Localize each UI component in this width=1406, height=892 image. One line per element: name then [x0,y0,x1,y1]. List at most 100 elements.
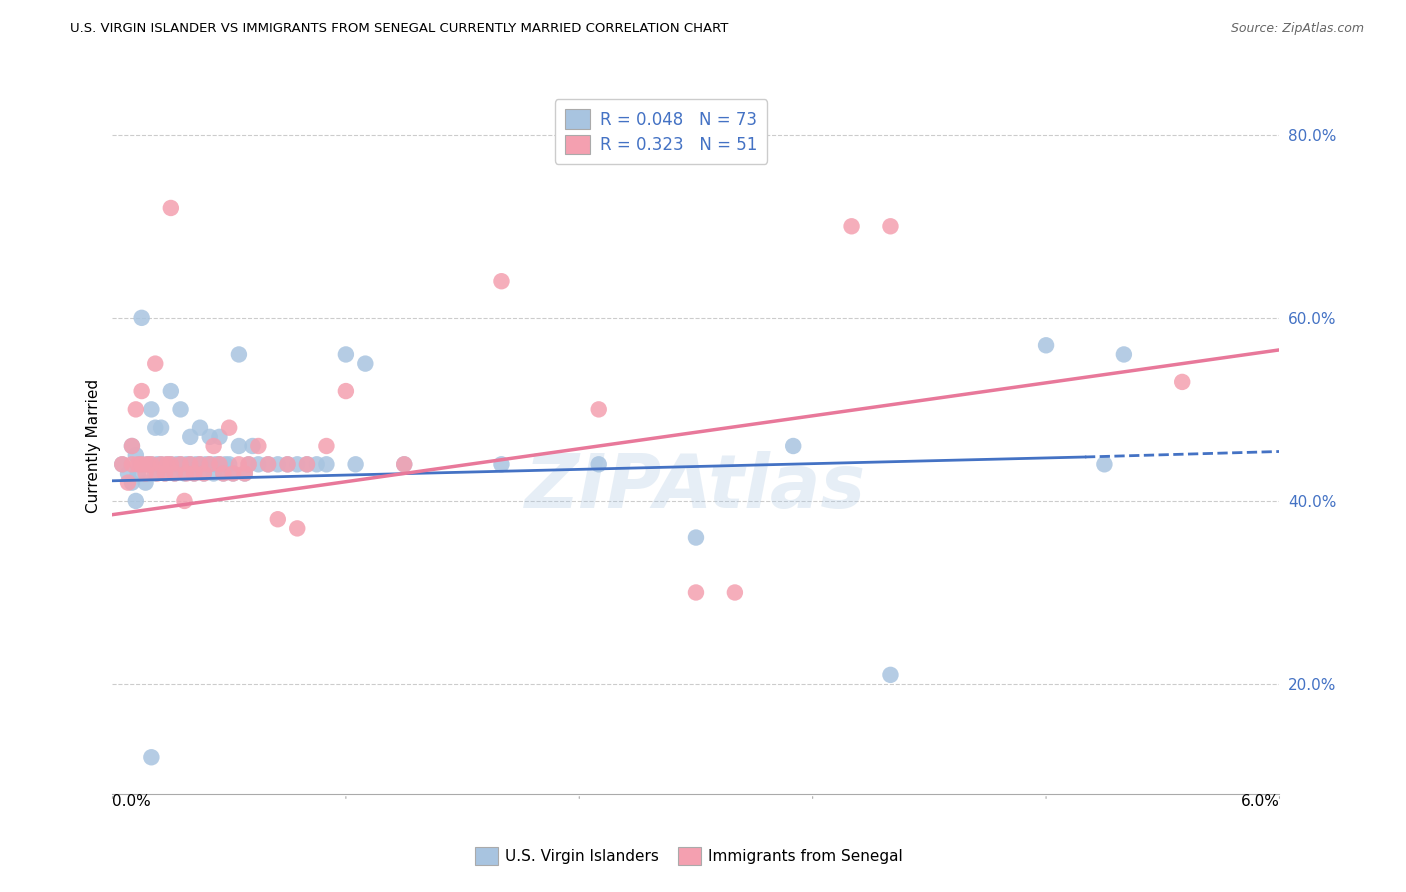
Point [724,585,747,599]
Point [153,467,176,481]
Point [204,458,226,472]
Point [125,402,148,417]
Point [125,494,148,508]
Point [208,430,231,444]
Y-axis label: Currently Married: Currently Married [86,379,101,513]
Point [212,467,235,481]
Point [202,467,225,481]
Point [184,458,207,472]
Point [315,439,337,453]
Point [212,467,235,481]
Point [285,521,308,535]
Point [247,458,270,472]
Point [267,512,290,526]
Point [193,467,215,481]
Point [169,458,191,472]
Point [166,458,188,472]
Point [111,458,134,472]
Point [392,458,415,472]
Point [163,467,186,481]
Point [121,439,143,453]
Point [156,458,179,472]
Point [354,357,377,371]
Point [218,420,240,434]
Point [685,585,707,599]
Point [344,458,367,472]
Point [179,458,201,472]
Point [156,458,179,472]
Point [193,467,215,481]
Point [183,467,205,481]
Point [131,310,153,325]
Point [127,458,149,472]
Point [173,467,195,481]
Point [183,467,205,481]
Point [222,467,245,481]
Point [238,458,260,472]
Point [202,439,225,453]
Point [176,467,198,481]
Point [228,458,250,472]
Point [295,458,318,472]
Point [150,458,173,472]
Point [188,458,211,472]
Point [169,458,191,472]
Point [131,458,153,472]
Point [315,458,337,472]
Point [150,458,173,472]
Point [128,458,150,472]
Point [879,219,901,234]
Point [141,402,163,417]
Point [1171,375,1194,389]
Point [228,347,250,361]
Point [685,531,707,545]
Point [242,439,264,453]
Point [295,458,318,472]
Point [188,458,211,472]
Point [285,458,308,472]
Point [159,384,183,398]
Point [1112,347,1135,361]
Text: U.S. VIRGIN ISLANDER VS IMMIGRANTS FROM SENEGAL CURRENTLY MARRIED CORRELATION CH: U.S. VIRGIN ISLANDER VS IMMIGRANTS FROM … [70,22,728,36]
Text: Source: ZipAtlas.com: Source: ZipAtlas.com [1230,22,1364,36]
Point [305,458,328,472]
Point [841,219,863,234]
Point [276,458,298,472]
Point [335,347,357,361]
Point [143,467,166,481]
Point [141,750,163,764]
Point [208,458,231,472]
Point [121,439,143,453]
Point [163,467,186,481]
Point [153,467,176,481]
Point [143,357,166,371]
Point [198,458,221,472]
Point [491,274,513,288]
Point [136,458,159,472]
Point [179,458,201,472]
Point [159,458,183,472]
Point [588,402,610,417]
Point [159,458,183,472]
Point [173,494,195,508]
Point [233,467,256,481]
Point [782,439,804,453]
Text: ZIPAtlas: ZIPAtlas [526,451,866,524]
Point [136,458,159,472]
Point [218,458,240,472]
Point [135,467,157,481]
Point [1092,458,1115,472]
Point [141,458,163,472]
Point [238,458,260,472]
Point [146,458,169,472]
Point [188,420,211,434]
Point [257,458,280,472]
Point [208,458,231,472]
Point [111,458,134,472]
Point [131,384,153,398]
Point [267,458,290,472]
Point [121,458,143,472]
Point [247,439,270,453]
Point [125,448,148,462]
Point [198,458,221,472]
